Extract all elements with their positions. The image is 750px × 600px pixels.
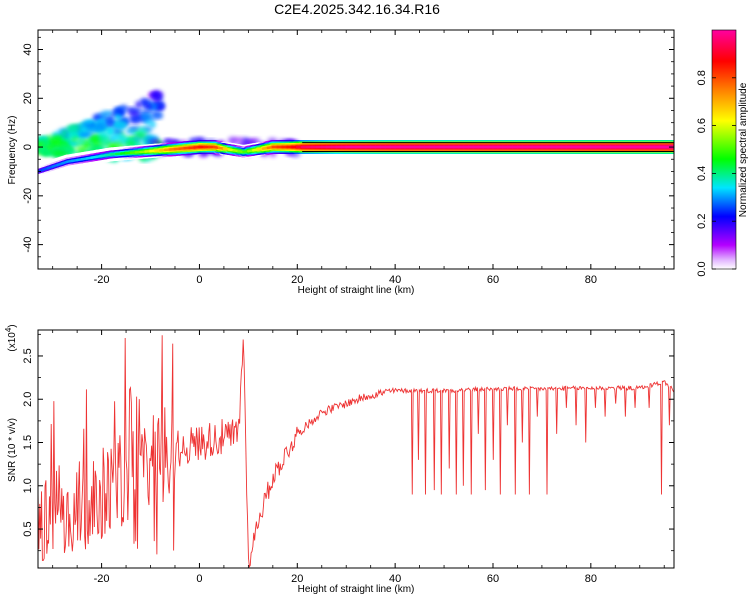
- snr-x-tick-label: 20: [291, 573, 303, 585]
- spectrogram-blob: [140, 109, 153, 116]
- colorbar: 0.0 0.2 0.4 0.6 0.8 Normalized spectral ampl…: [696, 29, 749, 277]
- spectrogram-plot-frame: [37, 29, 675, 270]
- colorbar-ticks: 0.0 0.2 0.4 0.6 0.8: [696, 70, 736, 277]
- spectrogram-blob: [110, 133, 125, 142]
- spectrogram-y-tick-label: 20: [22, 92, 34, 104]
- spectrogram-blob: [114, 122, 127, 131]
- spectrogram-blob: [128, 126, 141, 131]
- spectrogram-blob: [153, 114, 163, 119]
- spectrogram-blob: [61, 129, 68, 137]
- spectrogram-blob: [106, 119, 115, 124]
- spectrogram-blob: [49, 139, 62, 145]
- spectrogram-x-tick-label: 60: [487, 274, 499, 286]
- spectrogram-faint-blob: [242, 137, 250, 145]
- spectrogram-blob: [137, 129, 149, 135]
- snr-y-tick-label: 0.5: [22, 521, 34, 536]
- spectrogram-x-axis-label: Height of straight line (km): [298, 285, 415, 296]
- spectrogram-blob: [152, 97, 161, 103]
- colorbar-gradient: [711, 29, 737, 270]
- snr-exponent-label: (x104): [4, 324, 18, 351]
- spectrogram-blob: [156, 104, 164, 110]
- spectrogram-blob: [150, 93, 161, 98]
- chart-title: C2E4.2025.342.16.34.R16: [274, 1, 440, 17]
- spectrogram-x-tick-label: 0: [196, 274, 202, 286]
- spectrogram-blob: [128, 111, 139, 117]
- snr-x-tick-label: 0: [196, 573, 202, 585]
- snr-y-tick-label: 1.0: [22, 478, 34, 493]
- snr-y-ticks: 0.5 1.0 1.5 2.0 2.5: [22, 333, 674, 552]
- snr-x-tick-label: 80: [585, 573, 597, 585]
- spectrogram-y-ticks: -40 -20 0 20 40: [22, 36, 674, 270]
- colorbar-label: Normalized spectral amplitude: [738, 82, 749, 217]
- colorbar-tick-label: 0.0: [696, 261, 708, 276]
- spectrogram-blob: [38, 142, 43, 149]
- colorbar-tick-label: 0.8: [696, 70, 708, 85]
- snr-y-tick-label: 2.5: [22, 348, 34, 363]
- spectrogram-x-tick-label: 80: [585, 274, 597, 286]
- spectrogram-blob: [129, 117, 140, 123]
- snr-line-series: [38, 335, 674, 568]
- spectrogram-faint-blob: [227, 136, 237, 145]
- spectrogram-blob: [143, 103, 152, 109]
- spectrogram-blob: [48, 149, 62, 157]
- svg-text:(x104): (x104): [4, 324, 18, 351]
- colorbar-tick-label: 0.4: [696, 166, 708, 181]
- spectrogram-blob: [114, 113, 122, 121]
- spectrogram-blob: [124, 140, 136, 146]
- spectrogram-blob: [107, 127, 114, 137]
- spectrogram-faint-blob: [250, 138, 261, 143]
- colorbar-tick-label: 0.6: [696, 118, 708, 133]
- spectrogram-y-tick-label: 0: [22, 144, 34, 150]
- spectrogram-blob: [143, 119, 154, 125]
- spectrogram-faint-blob: [153, 138, 160, 145]
- spectrogram-blob: [98, 136, 108, 143]
- spectrogram-blob: [136, 133, 144, 138]
- snr-exponent-close: ): [7, 324, 18, 327]
- spectrogram-blob: [85, 125, 98, 134]
- spectrogram-panel: -20 0 20 40 60 80 -40 -20 0 20 40 Height of strai…: [7, 29, 675, 296]
- spectrogram-blob: [59, 142, 68, 149]
- snr-line-path: [38, 335, 674, 568]
- spectrogram-blob: [79, 123, 87, 128]
- spectrogram-blob: [75, 146, 87, 152]
- spectrogram-main-trace: [38, 140, 674, 179]
- snr-panel: -20 0 20 40 60 80 0.5 1.0 1.5 2.0 2.5 Height of s…: [4, 324, 675, 595]
- spectrogram-x-tick-label: 20: [291, 274, 303, 286]
- spectrogram-y-tick-label: -20: [22, 188, 34, 204]
- spectrogram-x-ticks: -20 0 20 40 60 80: [52, 30, 665, 286]
- spectrogram-blob: [82, 119, 95, 126]
- snr-x-tick-label: 40: [389, 573, 401, 585]
- spectrogram-blob: [113, 107, 122, 113]
- spectrogram-y-tick-label: 40: [22, 43, 34, 55]
- spectrogram-y-tick-label: -40: [22, 237, 34, 253]
- spectrogram-blob: [67, 126, 79, 133]
- spectrogram-blob: [104, 110, 115, 116]
- snr-y-axis-label: SNR (10 * v/v): [7, 418, 18, 482]
- spectrogram-x-tick-label: 40: [389, 274, 401, 286]
- snr-x-tick-label: 60: [487, 573, 499, 585]
- spectrogram-y-axis-label: Frequency (Hz): [7, 116, 18, 185]
- snr-y-tick-label: 2.0: [22, 392, 34, 407]
- spectrogram-blob: [94, 123, 107, 131]
- spectrogram-x-tick-label: -20: [94, 274, 110, 286]
- spectrogram-blob: [38, 148, 45, 153]
- spectrogram-blob: [125, 129, 136, 134]
- snr-exponent-power: 4: [4, 327, 13, 332]
- snr-x-tick-label: -20: [94, 573, 110, 585]
- snr-y-tick-label: 1.5: [22, 435, 34, 450]
- snr-x-axis-label: Height of straight line (km): [298, 584, 415, 595]
- spectrogram-blob: [79, 138, 87, 143]
- snr-exponent-prefix: (x10: [7, 332, 18, 352]
- snr-plot-frame: [37, 329, 675, 569]
- snr-x-ticks: -20 0 20 40 60 80: [52, 330, 665, 585]
- colorbar-tick-label: 0.2: [696, 214, 708, 229]
